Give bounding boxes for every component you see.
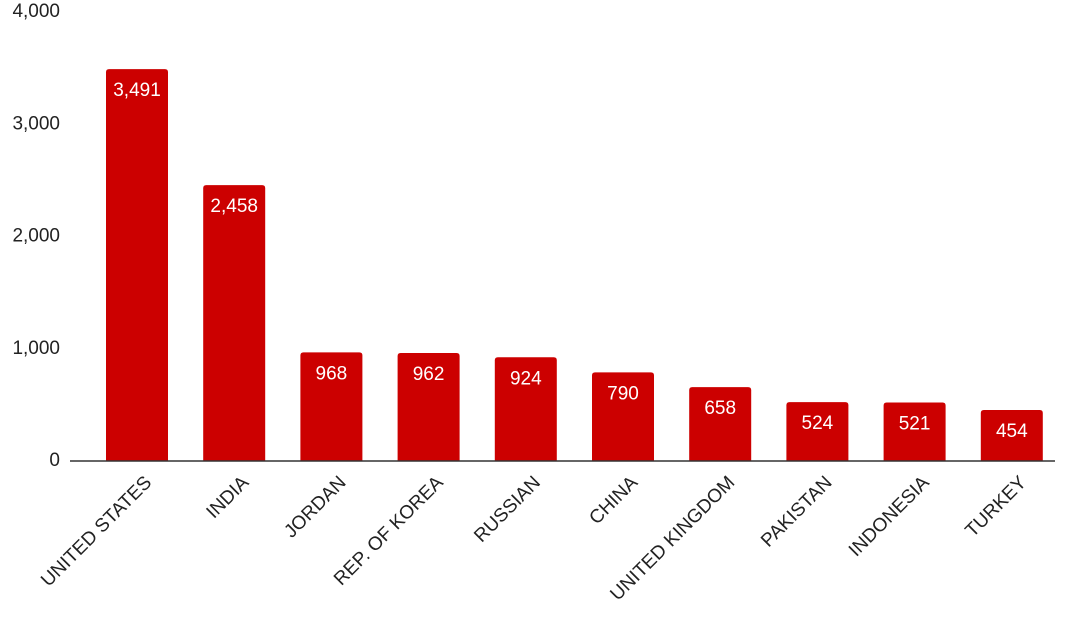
y-tick-label: 3,000 <box>12 113 60 134</box>
value-label: 968 <box>316 363 348 384</box>
bar <box>494 357 557 461</box>
bar <box>592 372 654 461</box>
x-tick-label: RUSSIAN <box>470 472 545 547</box>
value-label: 924 <box>510 368 542 389</box>
value-label: 790 <box>607 383 639 404</box>
x-tick-label: JORDAN <box>280 472 350 542</box>
bar <box>300 352 363 461</box>
x-tick-label: INDONESIA <box>845 472 934 561</box>
value-label: 2,458 <box>210 196 258 217</box>
bar <box>203 185 266 462</box>
value-label: 3,491 <box>113 80 161 101</box>
bar <box>980 410 1043 461</box>
x-tick-label: PAKISTAN <box>757 472 836 551</box>
value-label: 962 <box>413 364 445 385</box>
y-tick-label: 2,000 <box>12 226 60 247</box>
x-tick-label: TURKEY <box>962 472 1032 542</box>
value-label: 524 <box>802 413 834 434</box>
bar <box>689 387 752 461</box>
x-tick-label: UNITED STATES <box>37 472 156 591</box>
bar <box>397 353 460 461</box>
value-label: 521 <box>899 414 931 435</box>
value-label: 454 <box>996 421 1028 442</box>
bar <box>883 402 946 461</box>
bar <box>786 402 849 461</box>
y-tick-label: 0 <box>49 450 60 471</box>
bar <box>106 69 168 461</box>
y-tick-label: 4,000 <box>12 1 60 22</box>
y-tick-label: 1,000 <box>12 338 60 359</box>
x-tick-label: INDIA <box>203 472 254 523</box>
x-tick-label: CHINA <box>585 472 642 529</box>
value-label: 658 <box>704 398 736 419</box>
